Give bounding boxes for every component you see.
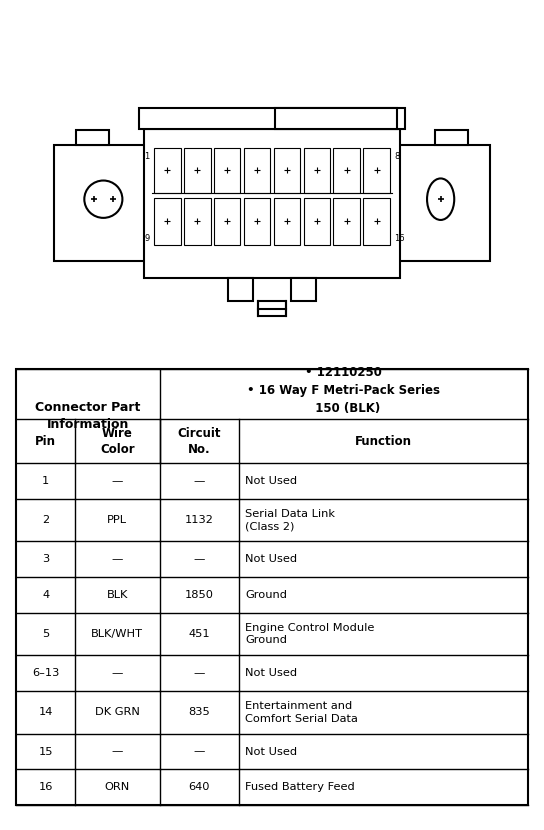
Bar: [333, 198, 360, 245]
Bar: [139, 108, 405, 129]
Text: Not Used: Not Used: [245, 668, 298, 678]
Bar: [184, 148, 211, 193]
Bar: [363, 198, 390, 245]
Bar: [333, 148, 360, 193]
Bar: [228, 278, 253, 301]
Text: PPL: PPL: [107, 515, 127, 525]
Bar: [244, 198, 270, 245]
Bar: [214, 198, 240, 245]
Text: 1132: 1132: [185, 515, 214, 525]
Text: 14: 14: [39, 707, 53, 717]
Bar: [258, 301, 286, 316]
Bar: [16, 369, 528, 805]
Text: —: —: [112, 746, 123, 756]
Text: 9: 9: [144, 234, 150, 243]
Text: 1850: 1850: [184, 590, 214, 600]
Text: DK GRN: DK GRN: [95, 707, 140, 717]
Text: 6–13: 6–13: [32, 668, 59, 678]
Text: 3: 3: [42, 554, 50, 564]
Bar: [274, 148, 300, 193]
Bar: [291, 278, 316, 301]
Text: • 12110250
• 16 Way F Metri-Pack Series
  150 (BLK): • 12110250 • 16 Way F Metri-Pack Series …: [247, 366, 440, 415]
Text: Entertainment and
Comfort Serial Data: Entertainment and Comfort Serial Data: [245, 701, 358, 724]
Bar: [214, 148, 240, 193]
Text: 640: 640: [188, 782, 210, 793]
Text: 1: 1: [42, 476, 50, 486]
Text: —: —: [112, 554, 123, 564]
Bar: [154, 148, 181, 193]
Text: 451: 451: [188, 629, 210, 639]
Text: 15: 15: [39, 746, 53, 756]
Text: ORN: ORN: [104, 782, 130, 793]
Bar: [54, 145, 152, 261]
Text: Wire
Color: Wire Color: [100, 427, 134, 456]
Bar: [304, 198, 330, 245]
Text: Pin: Pin: [35, 435, 56, 447]
Text: Not Used: Not Used: [245, 476, 298, 486]
Text: 1: 1: [144, 152, 150, 161]
Text: —: —: [194, 746, 205, 756]
Bar: [184, 198, 211, 245]
Text: —: —: [194, 476, 205, 486]
Text: 835: 835: [188, 707, 210, 717]
Bar: [274, 198, 300, 245]
Text: 8: 8: [394, 152, 400, 161]
Text: BLK: BLK: [107, 590, 128, 600]
Bar: [76, 130, 109, 145]
Text: Not Used: Not Used: [245, 746, 298, 756]
Ellipse shape: [427, 178, 454, 220]
Bar: [154, 198, 181, 245]
Text: Fused Battery Feed: Fused Battery Feed: [245, 782, 355, 793]
Text: —: —: [112, 476, 123, 486]
Text: 4: 4: [42, 590, 50, 600]
Text: Connector Part
Information: Connector Part Information: [35, 401, 140, 432]
Bar: [275, 108, 397, 129]
Bar: [363, 148, 390, 193]
Text: 16: 16: [394, 234, 405, 243]
Text: Ground: Ground: [245, 590, 287, 600]
Bar: [304, 148, 330, 193]
Text: BLK/WHT: BLK/WHT: [91, 629, 143, 639]
Text: Not Used: Not Used: [245, 554, 298, 564]
Text: Serial Data Link
(Class 2): Serial Data Link (Class 2): [245, 509, 335, 531]
Bar: [144, 129, 400, 278]
Text: Circuit
No.: Circuit No.: [177, 427, 221, 456]
Text: Engine Control Module
Ground: Engine Control Module Ground: [245, 622, 375, 645]
Text: —: —: [112, 668, 123, 678]
Text: 16: 16: [39, 782, 53, 793]
Ellipse shape: [84, 181, 122, 217]
Bar: [392, 145, 490, 261]
Text: 5: 5: [42, 629, 50, 639]
Text: Function: Function: [355, 435, 412, 447]
Text: 2: 2: [42, 515, 50, 525]
Bar: [435, 130, 468, 145]
Text: —: —: [194, 554, 205, 564]
Bar: [244, 148, 270, 193]
Text: —: —: [194, 668, 205, 678]
